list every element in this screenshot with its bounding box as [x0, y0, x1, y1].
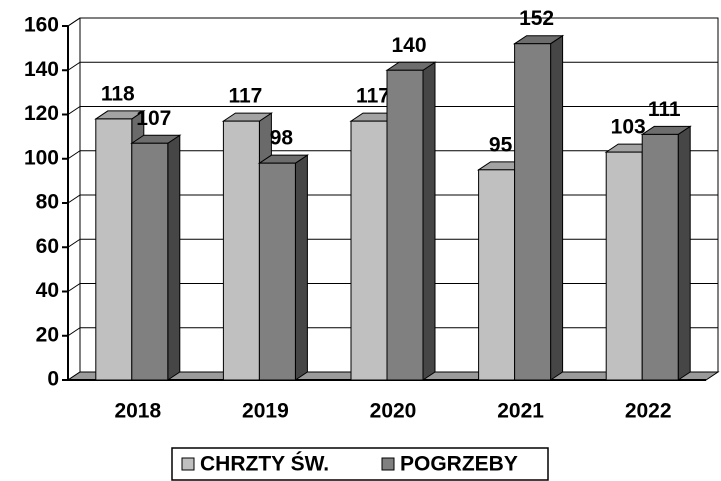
y-tick-label: 120 [24, 102, 59, 125]
x-tick-label: 2018 [114, 400, 161, 423]
bar-side [677, 125, 691, 381]
bar-front [131, 142, 169, 381]
y-tick-label: 40 [36, 279, 59, 302]
bar-front [222, 120, 260, 381]
legend-label: CHRZTY ŚW. [200, 452, 329, 476]
x-tick-label: 2021 [497, 400, 544, 423]
grid-line-side [67, 194, 81, 204]
value-label: 118 [101, 82, 135, 105]
bar-front [641, 133, 679, 381]
grid-line-side [67, 150, 81, 160]
bar-front [514, 43, 552, 381]
x-tick-label: 2019 [242, 400, 289, 423]
y-tick-label: 160 [24, 14, 59, 37]
y-tick-label: 0 [47, 368, 59, 391]
value-label: 140 [391, 34, 426, 57]
bar-front [605, 151, 643, 381]
value-label: 98 [270, 127, 294, 150]
value-label: 103 [611, 116, 646, 139]
grid-line-side [67, 61, 81, 71]
legend-label: POGRZEBY [400, 453, 518, 476]
y-tick-label: 80 [36, 191, 59, 214]
grid-line-side [67, 327, 81, 337]
y-tick-label: 60 [36, 235, 59, 258]
wall-edge [67, 17, 81, 27]
bar-front [386, 69, 424, 381]
bar [512, 34, 565, 381]
bar [257, 154, 310, 381]
y-tick-label: 140 [24, 58, 59, 81]
y-tick-label: 100 [24, 146, 59, 169]
bar-front [95, 118, 133, 381]
bar-side [294, 154, 308, 381]
legend-swatch [381, 457, 395, 471]
value-label: 95 [489, 133, 513, 156]
value-label: 111 [648, 98, 681, 121]
y-tick-label: 20 [36, 323, 59, 346]
bar-side [422, 61, 436, 381]
x-tick-label: 2022 [625, 400, 672, 423]
grid-line-side [67, 238, 81, 248]
bar [130, 134, 182, 381]
bar-side [550, 34, 564, 381]
bar-side [167, 134, 181, 381]
bar [640, 125, 692, 381]
bar-front [350, 120, 388, 381]
bar-front [258, 162, 296, 381]
value-label: 152 [519, 7, 554, 30]
value-label: 117 [356, 85, 390, 108]
x-tick-label: 2020 [370, 400, 417, 423]
legend-swatch [181, 457, 195, 471]
legend [171, 447, 549, 481]
value-label: 117 [228, 85, 262, 108]
bar [385, 61, 437, 381]
grid-line-side [67, 283, 81, 292]
grid-line-side [67, 106, 81, 115]
value-label: 107 [136, 107, 171, 130]
bar-front [478, 169, 516, 381]
